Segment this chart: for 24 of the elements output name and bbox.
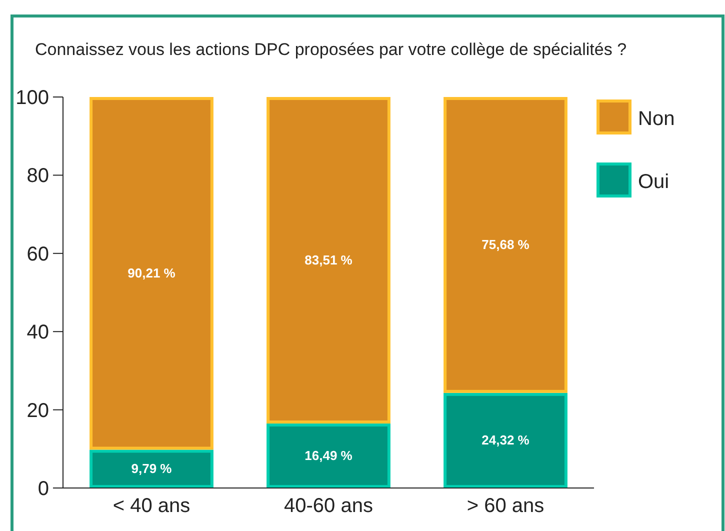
bar: [444, 392, 568, 488]
y-tick-label: 20: [26, 400, 49, 422]
data-label: 16,49 %: [304, 448, 353, 463]
data-label: 90,21 %: [128, 265, 176, 280]
data-label: 24,32 %: [482, 432, 530, 448]
x-tick-label: > 60 ans: [466, 495, 544, 517]
bar: [90, 97, 214, 450]
legend-label: Oui: [638, 171, 670, 193]
bar: [266, 424, 390, 488]
data-label: 83,51 %: [304, 252, 353, 268]
y-tick-label: 80: [26, 165, 49, 188]
x-tick-label: < 40 ans: [112, 495, 190, 517]
bar: [444, 97, 568, 393]
y-tick-label: 0: [38, 478, 49, 500]
y-tick-label: 60: [26, 243, 49, 266]
y-tick-label: 100: [16, 87, 49, 109]
x-tick-label: 40-60 ans: [284, 495, 373, 517]
data-label: 9,79 %: [131, 460, 172, 476]
data-label: 75,68 %: [482, 236, 530, 252]
y-tick-label: 40: [26, 322, 49, 344]
chart-title: Connaissez vous les actions DPC proposées par votre collège de spécialités ?: [35, 40, 627, 59]
bar: [90, 450, 214, 488]
legend-label: Non: [638, 108, 675, 130]
bar: [266, 97, 390, 424]
